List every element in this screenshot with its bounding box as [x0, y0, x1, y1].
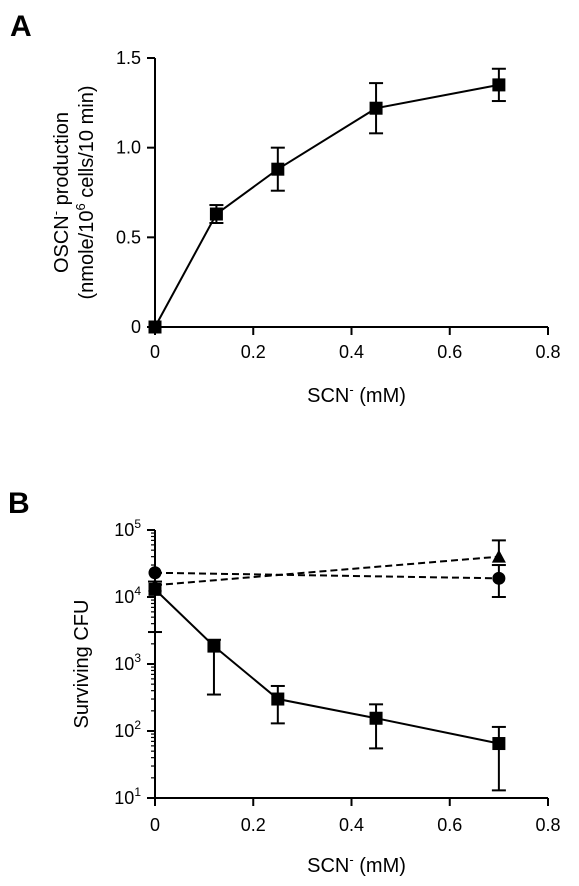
panel-label: A	[10, 10, 32, 43]
y-tick-label: 0	[131, 317, 141, 337]
y-axis-label-line1: OSCN- production	[48, 112, 73, 273]
y-tick-label: 103	[114, 651, 141, 674]
y-tick-label: 0.5	[116, 227, 141, 247]
x-tick-label: 0.6	[437, 815, 462, 835]
x-tick-label: 0.4	[339, 815, 364, 835]
data-point-square	[271, 692, 285, 706]
data-point-square	[207, 639, 221, 653]
series-square	[148, 580, 506, 792]
y-axis-label: Surviving CFU	[71, 600, 93, 729]
y-tick-label: 1.0	[116, 138, 141, 158]
y-tick-label: 105	[114, 517, 141, 540]
panel-label: B	[8, 487, 30, 520]
data-point-square	[271, 162, 285, 176]
data-point-circle	[148, 566, 162, 580]
data-point-triangle	[148, 578, 162, 592]
x-axis-label: SCN- (mM)	[307, 382, 406, 407]
x-tick-label: 0.8	[535, 815, 560, 835]
y-tick-label: 1.5	[116, 48, 141, 68]
data-point-square	[492, 737, 506, 751]
x-tick-label: 0.8	[535, 342, 560, 362]
series-line	[154, 571, 499, 580]
data-point-circle	[492, 571, 506, 585]
y-axis-label-line2: (nmole/106 cells/10 min)	[73, 86, 98, 300]
data-point-square	[209, 207, 223, 221]
series-line	[154, 588, 500, 745]
y-tick-label: 101	[114, 785, 141, 808]
series-circle	[148, 564, 506, 598]
series-line	[154, 83, 500, 328]
series-triangle	[148, 539, 506, 592]
x-axis-label: SCN- (mM)	[307, 852, 406, 877]
series-line	[154, 555, 499, 587]
data-point-square	[492, 78, 506, 92]
series-square	[148, 67, 506, 334]
x-tick-label: 0.2	[241, 342, 266, 362]
y-tick-label: 102	[114, 718, 141, 741]
data-point-square	[148, 320, 162, 334]
data-point-square	[369, 711, 383, 725]
x-tick-label: 0.2	[241, 815, 266, 835]
x-tick-label: 0.4	[339, 342, 364, 362]
data-point-triangle	[491, 549, 506, 563]
panel-B: B 0 0.2 0.4 0.6 0.8 101 102 103 104 105 SCN- (mM) Su…	[8, 487, 561, 877]
x-tick-label: 0	[150, 815, 160, 835]
x-tick-label: 0	[150, 342, 160, 362]
panel-A: A 0 0.2 0.4 0.6 0.8 0 0.5 1.0 1.5 SCN- (mM) OSCN- p…	[10, 10, 561, 407]
data-point-square	[369, 101, 383, 115]
y-tick-label: 104	[114, 584, 141, 607]
x-tick-label: 0.6	[437, 342, 462, 362]
